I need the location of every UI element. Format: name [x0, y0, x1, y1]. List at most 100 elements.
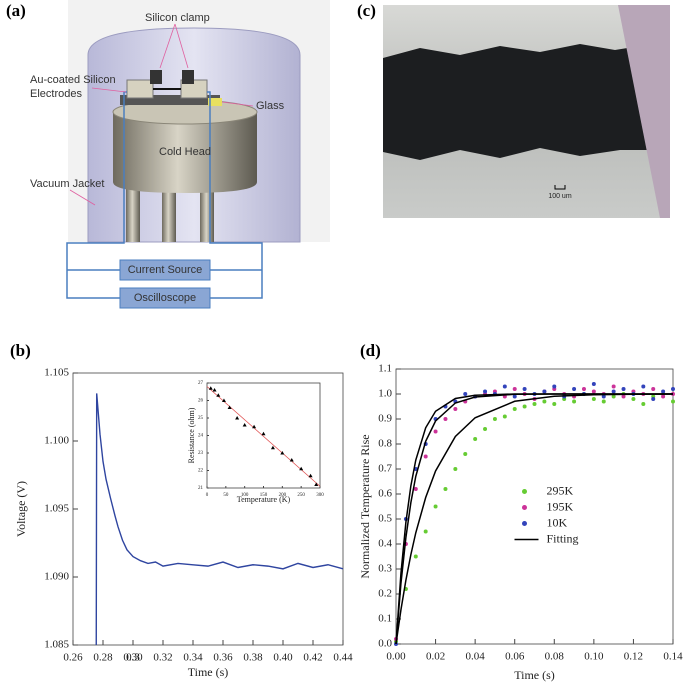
y-tick-label: 22 [198, 469, 204, 474]
label: Silicon clamp [145, 12, 210, 24]
data-point [433, 429, 438, 434]
scale-label: 100 um [548, 193, 572, 200]
data-point [208, 386, 213, 390]
y-tick-label: 1.105 [44, 367, 69, 379]
data-point [413, 487, 418, 491]
data-point [591, 397, 596, 401]
data-line [95, 393, 344, 646]
data-point [463, 392, 468, 396]
data-point [601, 399, 606, 404]
data-point [453, 407, 458, 411]
data-point [443, 417, 448, 421]
x-tick-label: 0.30 [123, 652, 143, 664]
data-point [512, 394, 517, 399]
y-tick-label: 1.095 [44, 503, 69, 515]
panel-label: (d) [360, 341, 381, 360]
box-label: Oscilloscope [134, 292, 196, 304]
data-point [314, 482, 319, 486]
data-point [433, 504, 438, 509]
data-point [235, 416, 240, 420]
x-tick-label: 0.06 [505, 651, 525, 663]
label: Cold Head [159, 146, 211, 158]
data-point [591, 382, 596, 386]
data-point [542, 389, 547, 394]
data-point [572, 387, 577, 391]
oscilloscope-box [119, 287, 211, 309]
legend-marker [522, 489, 527, 494]
data-point [651, 387, 656, 391]
data-point [252, 424, 257, 429]
y-axis-label: Resistance (ohm) [187, 407, 196, 463]
data-point [483, 389, 488, 394]
legend-label: 10K [547, 515, 568, 529]
x-tick-label: 250 [297, 493, 305, 498]
data-point [502, 384, 507, 389]
data-point [453, 467, 458, 471]
data-point [601, 394, 606, 399]
data-point [671, 399, 675, 404]
x-tick-label: 0.08 [545, 651, 565, 663]
x-tick-label: 0.40 [273, 652, 293, 664]
data-point [261, 431, 266, 436]
y-tick-label: 23 [198, 451, 204, 456]
y-tick-label: 0.8 [378, 438, 392, 450]
data-point [463, 452, 468, 456]
rod [162, 185, 176, 242]
x-axis-label: Temperature (K) [237, 495, 291, 504]
legend-label: 195K [547, 499, 574, 513]
data-point [591, 389, 596, 394]
cold-head [113, 112, 257, 193]
y-tick-label: 0.6 [378, 488, 392, 500]
x-tick-label: 0.26 [63, 652, 83, 664]
data-point [641, 384, 646, 389]
label: Electrodes [30, 88, 82, 100]
scale-bar [554, 185, 566, 190]
fit-line [395, 393, 674, 645]
data-point [221, 398, 226, 402]
legend-marker [522, 505, 527, 510]
substrate-edge [618, 5, 670, 218]
y-tick-label: 1.085 [44, 639, 69, 651]
data-point [542, 399, 547, 404]
y-axis-label: Voltage (V) [14, 481, 28, 537]
y-tick-label: 21 [198, 486, 204, 491]
x-tick-label: 0.10 [584, 651, 604, 663]
data-point [502, 414, 507, 419]
data-point [611, 394, 616, 399]
y-tick-label: 0.2 [378, 588, 392, 600]
x-tick-label: 0.38 [243, 652, 263, 664]
y-tick-label: 0.5 [378, 513, 392, 525]
x-tick-label: 0.32 [153, 652, 172, 664]
data-point [572, 399, 577, 404]
fit-line [395, 393, 673, 645]
legend-label: Fitting [547, 531, 579, 545]
y-tick-label: 24 [198, 434, 204, 439]
x-tick-label: 0.42 [303, 652, 322, 664]
data-point [522, 404, 527, 409]
data-point [621, 387, 626, 391]
panel-label: (a) [6, 1, 26, 20]
data-point [641, 402, 646, 406]
data-point [216, 393, 221, 397]
x-tick-label: 0.3 [126, 652, 140, 664]
box-label: Current Source [128, 264, 203, 276]
x-tick-label: 0.04 [466, 651, 486, 663]
label: Vacuum Jacket [30, 178, 104, 190]
data-point [413, 554, 418, 559]
data-point [651, 397, 656, 401]
y-tick-label: 0.7 [378, 463, 392, 475]
data-point [242, 423, 247, 427]
data-point [280, 451, 285, 455]
glass-piece [208, 98, 222, 106]
x-tick-label: 0.12 [624, 651, 643, 663]
x-tick-label: 0.02 [426, 651, 445, 663]
data-point [512, 407, 517, 411]
legend-marker [522, 521, 527, 526]
x-tick-label: 0.44 [333, 652, 353, 664]
panel-label: (c) [357, 1, 376, 20]
fiber-band [383, 44, 655, 160]
x-tick-label: 0.00 [386, 651, 406, 663]
data-point [308, 473, 313, 478]
y-tick-label: 1.1 [378, 363, 392, 375]
x-tick-label: 0.14 [663, 651, 683, 663]
